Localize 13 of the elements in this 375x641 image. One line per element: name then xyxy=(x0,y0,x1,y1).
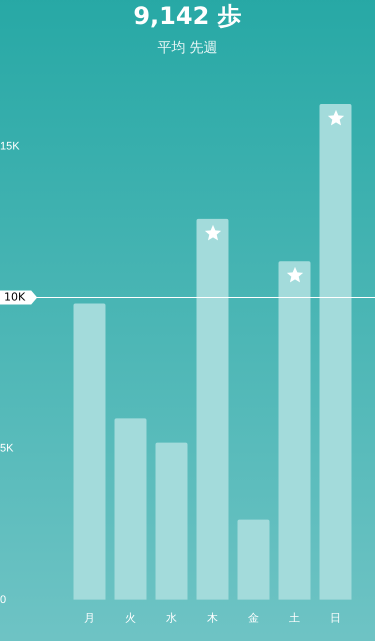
x-tick-label: 日 xyxy=(330,612,341,624)
ref-line-label: 10K xyxy=(4,290,26,304)
chart-title: 9,142 歩 xyxy=(132,1,243,32)
y-tick-label: 15K xyxy=(0,140,20,152)
chart-subtitle: 平均 先週 xyxy=(156,39,219,58)
x-tick-label: 金 xyxy=(248,612,259,624)
x-tick-label: 土 xyxy=(289,611,300,624)
x-tick-label: 月 xyxy=(84,612,95,624)
x-tick-label: 火 xyxy=(125,611,136,624)
x-tick-label: 水 xyxy=(166,611,177,624)
y-tick-label: 5K xyxy=(0,442,14,455)
x-tick-label: 木 xyxy=(207,611,218,624)
y-tick-label: 0 xyxy=(0,594,6,606)
